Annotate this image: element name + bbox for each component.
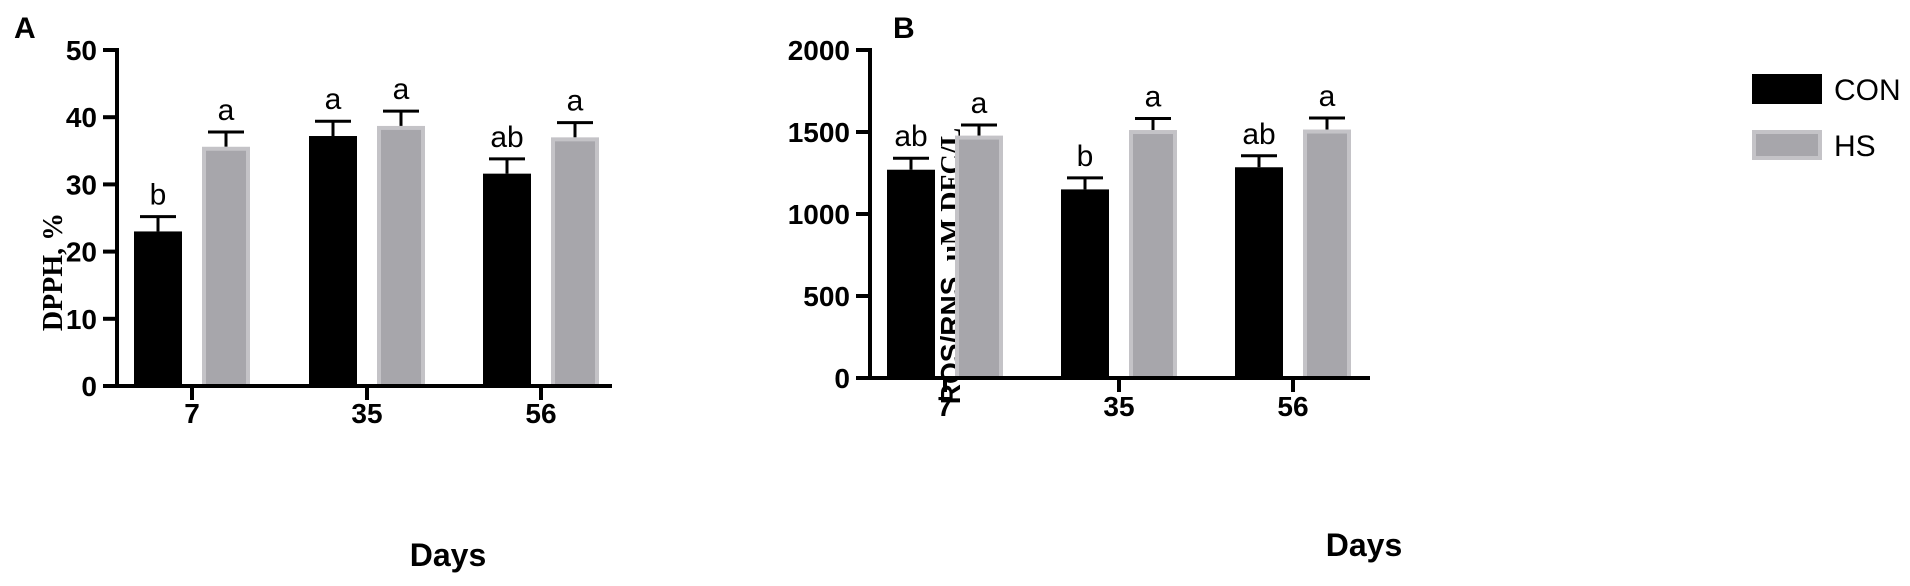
legend-swatch-hs [1752,130,1822,160]
panel-b-sig-label-con-7: ab [894,120,927,153]
panel-b-x-axis-title: Days [1326,527,1403,563]
panel-a-y-tick-label-20: 20 [66,237,97,268]
panel-a-x-axis-title: Days [410,537,487,573]
panel-b-sig-label-hs-35: a [1145,81,1162,114]
legend-swatch-con [1752,74,1822,104]
panel-b-bar-hs-7 [955,135,1003,380]
panel-a-bar-hs-56 [551,137,599,388]
panel-a-sig-label-con-56: ab [490,121,523,154]
panel-a-x-tick-label-35: 35 [351,398,382,429]
panel-b-x-tick-label-56: 56 [1277,391,1308,422]
panel-a-sig-label-hs-56: a [567,85,584,118]
panel-a-sig-label-con-35: a [325,83,342,116]
panel-b-x-tick-label-35: 35 [1103,391,1134,422]
panel-a-x-tick-label-56: 56 [525,398,556,429]
panel-b-bar-con-7 [887,169,935,378]
panel-a-y-tick-label-50: 50 [66,35,97,66]
panel-b-bar-hs-56 [1303,129,1351,380]
panel-a-y-tick-label-30: 30 [66,169,97,200]
legend-label-hs: HS [1834,130,1876,163]
panel-b-y-tick-label-2000: 2000 [788,35,850,66]
panel-a-y-tick-label-10: 10 [66,304,97,335]
panel-b-sig-label-hs-56: a [1319,80,1336,113]
panel-a-sig-label-hs-35: a [393,73,410,106]
panel-a-plot-area: b a ab a a a 0 10 20 30 40 50 7 35 56 [66,35,612,429]
panel-a-y-tick-label-0: 0 [81,371,97,402]
panel-b-bar-con-56 [1235,167,1283,378]
panel-a-bar-con-7 [134,231,182,386]
panel-a-bar-con-35 [309,136,357,386]
panel-b-bar-con-35 [1061,189,1109,378]
panel-a-bar-hs-35 [377,125,425,388]
panel-a-chart: A Days DPPH, % b a ab a a a 0 10 20 30 40 50 7 35 56 [14,12,612,573]
panel-a-letter: A [14,12,36,45]
panel-b-letter: B [893,12,915,45]
panel-b-sig-label-con-35: b [1077,140,1094,173]
panel-b-x-tick-label-7: 7 [937,391,953,422]
panel-a-bar-hs-7 [202,146,250,388]
legend-label-con: CON [1834,74,1901,107]
panel-b-y-tick-label-1500: 1500 [788,117,850,148]
panel-a-sig-label-con-7: b [150,179,167,212]
panel-b-sig-label-hs-7: a [971,87,988,120]
panel-a-x-tick-label-7: 7 [184,398,200,429]
panel-b-y-tick-label-1000: 1000 [788,199,850,230]
panel-a-y-tick-label-40: 40 [66,102,97,133]
panel-a-sig-label-hs-7: a [218,94,235,127]
panel-a-y-axis-title: DPPH, % [38,213,69,331]
panel-b-y-tick-label-500: 500 [803,281,850,312]
panel-b-plot-area: ab b ab a a a 0 500 1000 1500 2000 7 35 56 [788,35,1370,422]
panel-a-bar-con-56 [483,173,531,386]
legend: CON HS [1752,74,1901,163]
panel-b-sig-label-con-56: ab [1242,118,1275,151]
panel-b-y-tick-label-0: 0 [834,363,850,394]
panel-b-bar-hs-35 [1129,130,1177,380]
